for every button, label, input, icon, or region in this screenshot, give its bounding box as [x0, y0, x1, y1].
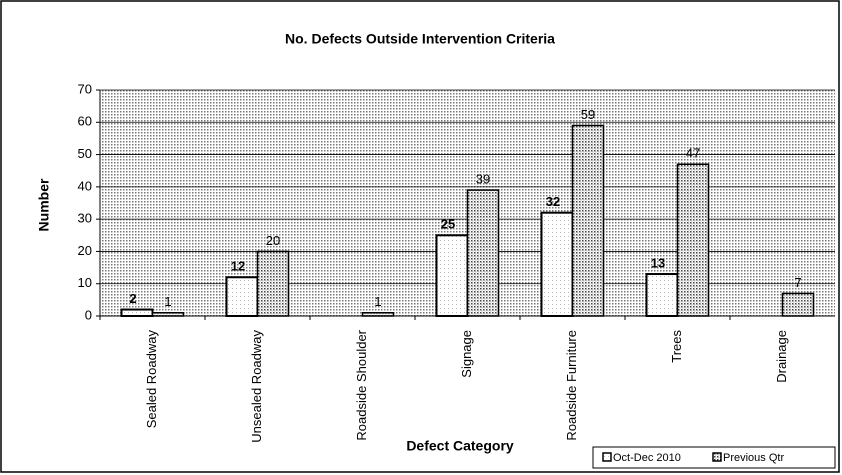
chart-title: No. Defects Outside Intervention Criteri…: [285, 31, 555, 47]
x-tick-label: Trees: [669, 330, 684, 363]
bar: [466, 189, 500, 317]
data-label: 7: [794, 275, 801, 290]
data-label: 12: [231, 259, 245, 274]
x-tick-label: Drainage: [774, 330, 789, 383]
bar: [781, 292, 815, 317]
bar: [435, 234, 469, 318]
y-tick-label: 30: [78, 211, 92, 226]
y-axis-label: Number: [36, 178, 52, 231]
y-tick-label: 60: [78, 114, 92, 129]
y-tick-label: 40: [78, 178, 92, 193]
bar: [120, 308, 154, 317]
data-label: 47: [686, 146, 700, 161]
data-label: 2: [129, 291, 136, 306]
data-label: 13: [651, 255, 665, 270]
y-tick-label: 0: [85, 307, 92, 322]
x-tick-label: Signage: [459, 330, 474, 378]
x-tick-label: Unsealed Roadway: [249, 330, 264, 443]
x-tick-label: Roadside Furniture: [564, 330, 579, 441]
legend: Oct-Dec 2010 Previous Qtr: [592, 446, 836, 469]
legend-swatch: [712, 452, 722, 462]
bar: [256, 250, 290, 317]
bar: [645, 273, 679, 317]
data-label: 32: [546, 194, 560, 209]
data-label: 25: [441, 217, 455, 232]
y-tick-label: 70: [78, 81, 92, 96]
x-tick-label: Sealed Roadway: [144, 330, 159, 429]
bar: [361, 312, 395, 317]
data-label: 39: [476, 172, 490, 187]
data-label: 1: [374, 294, 381, 309]
legend-label: Previous Qtr: [723, 452, 784, 464]
y-tick-label: 50: [78, 146, 92, 161]
y-tick-label: 10: [78, 275, 92, 290]
legend-label: Oct-Dec 2010: [613, 452, 681, 464]
bar: [571, 124, 605, 317]
bar: [151, 312, 185, 317]
data-label: 20: [266, 233, 280, 248]
bar: [676, 163, 710, 317]
x-axis-label: Defect Category: [406, 438, 514, 454]
x-tick-label: Roadside Shoulder: [354, 329, 369, 440]
legend-swatch: [602, 452, 612, 462]
y-tick-label: 20: [78, 243, 92, 258]
bar: [540, 211, 574, 317]
data-label: 59: [581, 107, 595, 122]
bar: [225, 276, 259, 317]
data-label: 1: [164, 294, 171, 309]
